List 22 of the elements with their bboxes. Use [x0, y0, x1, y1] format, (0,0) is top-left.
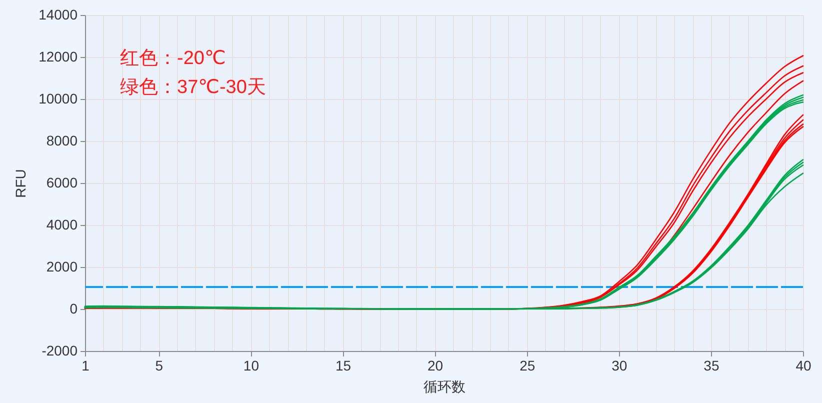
y-tick-label: 2000: [46, 258, 78, 274]
x-tick-label: 5: [155, 358, 164, 374]
y-axis-title: RFU: [12, 169, 29, 198]
x-axis-title: 循环数: [424, 378, 466, 394]
y-tick-label: 6000: [46, 174, 78, 190]
x-tick-label: 10: [243, 358, 260, 374]
annotation: 红色：-20℃: [120, 48, 226, 69]
x-tick-label: 35: [704, 358, 720, 374]
x-tick-label: 20: [428, 358, 444, 374]
x-tick-label: 30: [612, 358, 628, 374]
x-tick-label: 40: [796, 358, 812, 374]
y-tick-label: 12000: [38, 48, 78, 64]
y-tick-label: 14000: [38, 6, 78, 22]
x-tick-label: 15: [335, 358, 352, 374]
y-tick-label: 8000: [46, 132, 78, 148]
x-tick-label: 1: [82, 358, 90, 374]
y-tick-label: -2000: [42, 342, 78, 358]
annotation: 绿色：37℃-30天: [120, 77, 266, 98]
y-tick-label: 10000: [38, 90, 78, 106]
y-tick-label: 0: [70, 300, 78, 316]
y-tick-label: 4000: [46, 216, 78, 232]
x-tick-label: 25: [520, 358, 536, 374]
